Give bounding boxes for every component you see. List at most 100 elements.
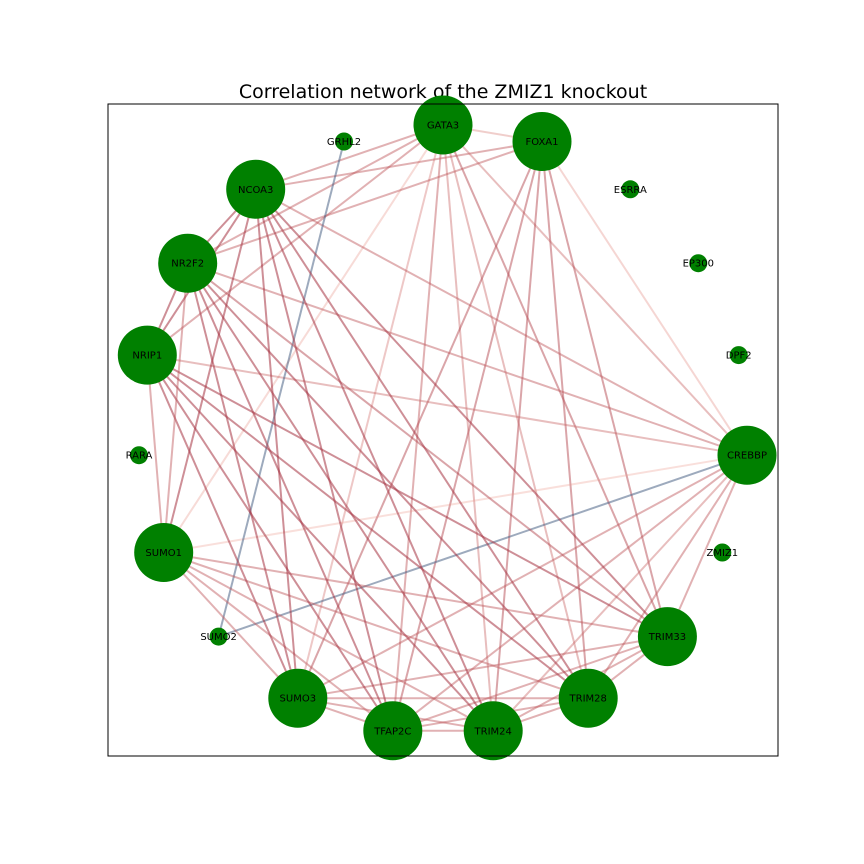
node-gata3: GATA3 (413, 95, 473, 155)
node-label-sumo2: SUMO2 (200, 632, 237, 643)
node-label-nrip1: NRIP1 (132, 351, 162, 362)
node-label-gata3: GATA3 (427, 121, 459, 132)
node-label-trim33: TRIM33 (648, 632, 686, 643)
node-esrra: ESRRA (614, 180, 647, 199)
edge-tfap2c-ncoa3 (254, 189, 394, 732)
node-tfap2c: TFAP2C (363, 701, 423, 761)
node-label-foxa1: FOXA1 (525, 137, 558, 148)
node-trim28: TRIM28 (558, 668, 618, 728)
edge-foxa1-ncoa3 (255, 140, 543, 191)
edge-gata3-trim24 (442, 124, 495, 731)
edge-gata3-nr2f2 (187, 124, 444, 265)
edge-gata3-trim28 (442, 124, 590, 699)
node-sumo3: SUMO3 (268, 668, 328, 728)
node-circle-dpf2 (729, 346, 748, 365)
edge-sumo3-nr2f2 (186, 262, 299, 699)
edge-gata3-sumo3 (296, 124, 444, 699)
edge-trim33-sumo1 (163, 551, 668, 638)
node-circle-nr2f2 (158, 233, 218, 293)
node-label-rara: RARA (126, 451, 153, 462)
node-label-ncoa3: NCOA3 (238, 185, 273, 196)
node-label-zmiz1: ZMIZ1 (706, 548, 738, 559)
node-circle-tfap2c (363, 701, 423, 761)
edge-trim24-nr2f2 (186, 262, 495, 732)
node-circle-foxa1 (512, 112, 572, 171)
edge-sumo3-nrip1 (146, 354, 299, 699)
node-circle-zmiz1 (713, 543, 732, 562)
node-label-trim24: TRIM24 (474, 726, 512, 737)
edge-trim28-sumo1 (163, 551, 589, 700)
edge-crebbp-sumo3 (297, 454, 748, 700)
node-circle-nrip1 (117, 325, 177, 385)
edge-gata3-ncoa3 (255, 124, 444, 191)
edge-trim33-nrip1 (146, 354, 668, 638)
edge-crebbp-nr2f2 (187, 262, 748, 457)
node-label-grhl2: GRHL2 (327, 137, 361, 148)
edge-foxa1-crebbp (541, 140, 748, 456)
edge-crebbp-nrip1 (147, 354, 748, 457)
edge-crebbp-trim24 (492, 454, 748, 732)
node-label-sumo3: SUMO3 (280, 694, 317, 705)
node-circle-esrra (621, 180, 640, 199)
edge-trim24-nrip1 (146, 354, 494, 732)
edge-foxa1-trim28 (541, 141, 590, 699)
node-circle-sumo3 (268, 668, 328, 728)
node-ncoa3: NCOA3 (226, 159, 286, 219)
edge-gata3-sumo1 (162, 124, 444, 554)
edge-trim28-ncoa3 (254, 188, 590, 699)
edge-gata3-crebbp (442, 124, 748, 456)
edge-sumo1-ncoa3 (162, 189, 257, 553)
edge-gata3-nrip1 (146, 124, 444, 356)
node-circle-sumo2 (209, 627, 228, 646)
chart-title: Correlation network of the ZMIZ1 knockou… (239, 81, 647, 103)
node-grhl2: GRHL2 (327, 132, 361, 151)
node-label-ep300: EP300 (683, 259, 714, 270)
node-circle-trim33 (637, 607, 697, 667)
edges-layer (146, 124, 748, 732)
node-circle-trim28 (558, 668, 618, 728)
edge-gata3-trim33 (442, 124, 669, 638)
edge-trim33-ncoa3 (254, 188, 669, 638)
node-label-crebbp: CREBBP (727, 451, 767, 462)
node-circle-ncoa3 (226, 159, 286, 219)
edge-crebbp-trim28 (587, 454, 748, 699)
node-zmiz1: ZMIZ1 (706, 543, 738, 562)
nodes-layer: GATA3 FOXA1 ESRRA EP300 DPF2 CREBBP ZMIZ1 TRIM3… (117, 95, 777, 761)
edge-foxa1-trim33 (541, 141, 669, 637)
node-trim24: TRIM24 (463, 701, 523, 761)
node-circle-rara (130, 446, 148, 465)
node-circle-trim24 (463, 701, 523, 761)
node-foxa1: FOXA1 (512, 112, 572, 171)
edge-tfap2c-nrip1 (146, 354, 394, 732)
node-circle-gata3 (413, 95, 473, 155)
edge-trim28-nr2f2 (186, 262, 589, 699)
edge-tfap2c-sumo1 (163, 551, 394, 732)
node-crebbp: CREBBP (717, 425, 777, 485)
node-sumo1: SUMO1 (134, 523, 194, 582)
node-rara: RARA (126, 446, 153, 465)
node-dpf2: DPF2 (726, 346, 752, 365)
node-circle-grhl2 (335, 132, 353, 151)
node-nr2f2: NR2F2 (158, 233, 218, 293)
node-trim33: TRIM33 (637, 607, 697, 667)
node-circle-sumo1 (134, 523, 194, 582)
node-label-dpf2: DPF2 (726, 351, 752, 362)
edge-trim24-sumo1 (163, 551, 494, 732)
edge-trim33-tfap2c (392, 635, 668, 732)
edge-foxa1-nr2f2 (187, 140, 543, 265)
edge-trim28-nrip1 (146, 354, 589, 699)
edge-crebbp-ncoa3 (255, 188, 748, 457)
node-label-tfap2c: TFAP2C (373, 726, 411, 737)
node-ep300: EP300 (683, 254, 714, 273)
edge-foxa1-trim24 (492, 141, 543, 731)
edge-sumo3-sumo1 (162, 551, 299, 699)
edge-crebbp-sumo1 (163, 454, 748, 554)
node-label-sumo1: SUMO1 (145, 548, 182, 559)
edge-trim24-ncoa3 (254, 188, 495, 732)
plot-frame (107, 103, 779, 757)
edge-sumo3-ncoa3 (254, 189, 299, 699)
edge-sumo1-nrip1 (146, 355, 165, 553)
edge-trim33-sumo3 (297, 635, 668, 700)
edge-grhl2-sumo2 (217, 141, 345, 637)
edge-tfap2c-nr2f2 (186, 262, 394, 732)
